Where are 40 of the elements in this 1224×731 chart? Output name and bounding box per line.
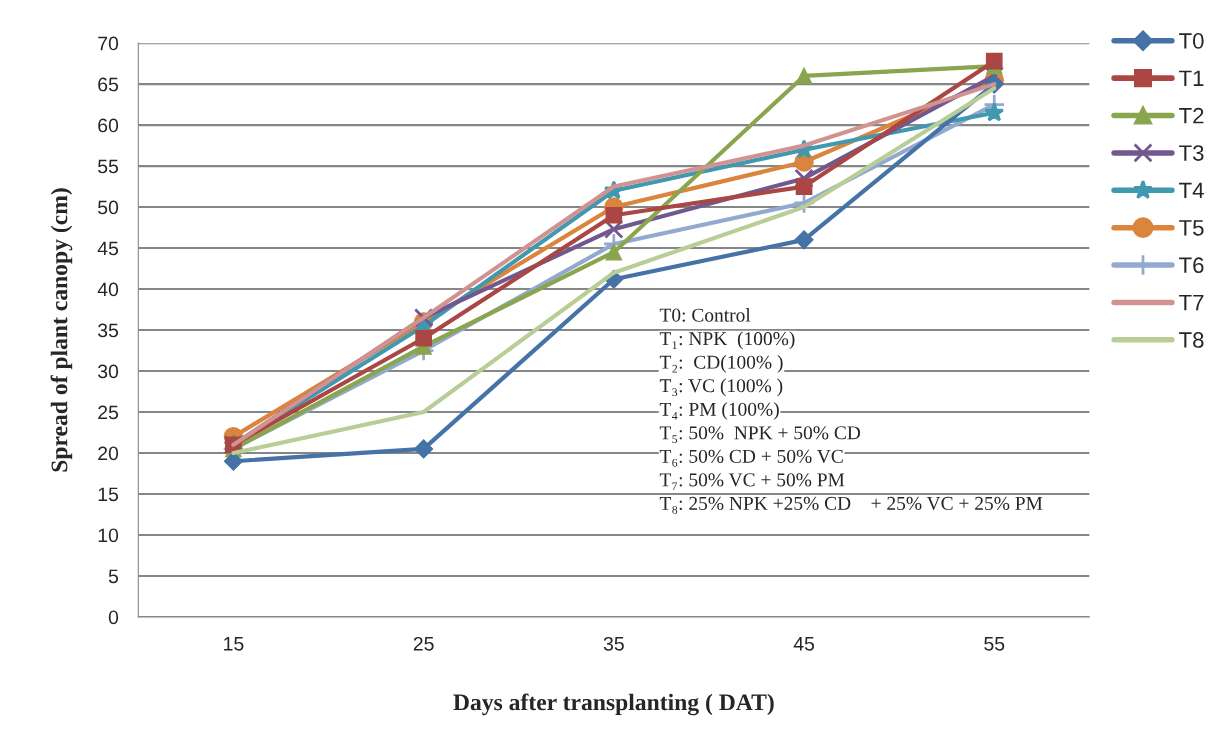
legend-label: T2: [1179, 107, 1204, 124]
legend-label: T3: [1179, 145, 1204, 161]
x-tick-label: 55: [984, 637, 1005, 651]
y-tick-label: 35: [97, 323, 119, 338]
y-tick-label: 20: [98, 446, 119, 461]
annotation: T₆: 50% CD + 50% VC: [659, 449, 843, 467]
annotation: T0: Control: [659, 308, 751, 322]
y-tick-label: 30: [97, 364, 119, 379]
y-tick-label: 0: [108, 610, 119, 625]
y-tick-label: 50: [98, 200, 119, 215]
annotation: T₃: VC (100% ): [659, 378, 783, 397]
y-tick-label: 5: [108, 569, 119, 584]
y-tick-label: 65: [98, 77, 119, 92]
x-tick-label: 25: [413, 636, 434, 651]
y-axis-title: Spread of plant canopy (cm): [50, 188, 73, 472]
y-tick-label: 70: [98, 36, 119, 51]
y-tick-label: 15: [98, 487, 119, 502]
x-axis-title: Days after transplanting ( DAT): [453, 693, 774, 716]
y-tick-label: 60: [98, 118, 119, 133]
annotation: T₁: NPK (100%): [659, 331, 795, 350]
x-tick-label: 35: [603, 636, 624, 651]
annotation: T₂: CD(100% ): [659, 355, 783, 373]
y-tick-label: 25: [98, 405, 119, 420]
y-tick-label: 10: [98, 528, 119, 543]
legend-label: T1: [1179, 70, 1204, 86]
annotation: T₅: 50% NPK + 50% CD: [659, 426, 861, 444]
legend-label: T5: [1179, 220, 1204, 236]
annotation: T₈: 25% NPK +25% CD + 25% VC + 25% PM: [659, 496, 1043, 514]
y-tick-label: 40: [97, 282, 119, 297]
annotation: T₄: PM (100%): [659, 402, 779, 420]
legend-label: T0: [1179, 33, 1204, 49]
y-tick-label: 55: [98, 159, 119, 174]
legend-label: T7: [1179, 294, 1204, 311]
y-tick-label: 45: [97, 241, 119, 256]
annotation: T₇: 50% VC + 50% PM: [659, 473, 845, 491]
legend-label: T4: [1179, 182, 1204, 199]
legend-label: T6: [1179, 257, 1204, 274]
legend-label: T8: [1179, 332, 1204, 348]
x-tick-label: 45: [793, 637, 815, 651]
x-tick-label: 15: [224, 637, 244, 651]
